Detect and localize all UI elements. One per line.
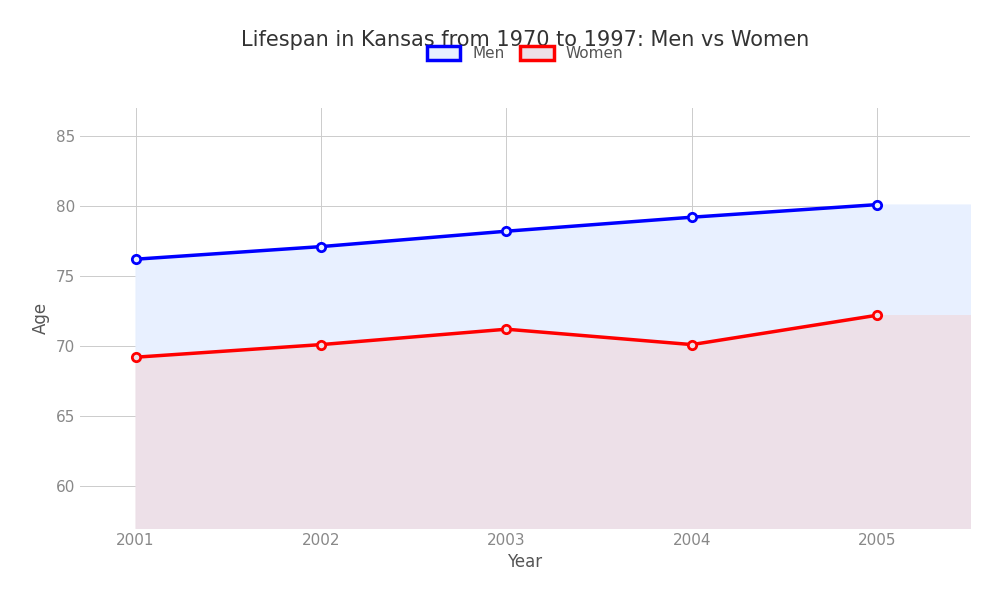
Title: Lifespan in Kansas from 1970 to 1997: Men vs Women: Lifespan in Kansas from 1970 to 1997: Me… [241, 29, 809, 49]
X-axis label: Year: Year [507, 553, 543, 571]
Legend: Men, Women: Men, Women [420, 40, 630, 67]
Y-axis label: Age: Age [32, 302, 50, 334]
